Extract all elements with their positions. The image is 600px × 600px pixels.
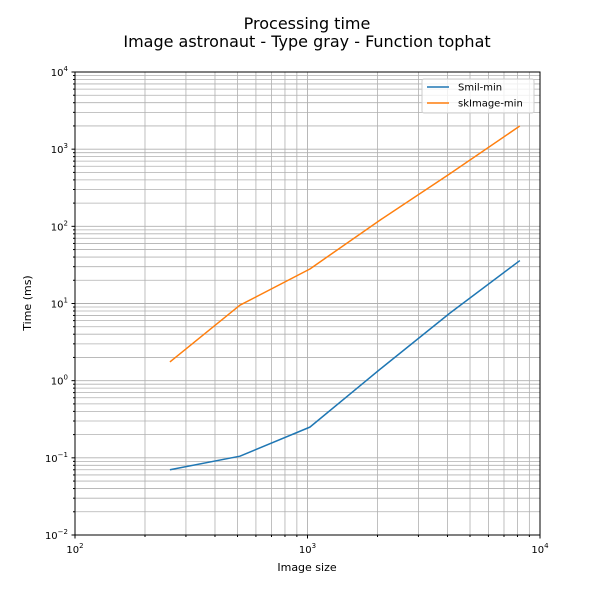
grid bbox=[74, 71, 541, 536]
chart-title: Processing time bbox=[244, 14, 371, 33]
x-tick-label: 102 bbox=[66, 542, 83, 556]
legend-box bbox=[421, 78, 535, 114]
y-tick-label: 100 bbox=[51, 374, 68, 388]
legend: Smil-min skImage-min bbox=[421, 78, 535, 114]
y-tick-label: 102 bbox=[51, 219, 68, 233]
y-tick-label: 104 bbox=[51, 65, 69, 79]
y-tick-label: 10−1 bbox=[45, 451, 68, 465]
series-lines bbox=[169, 125, 521, 471]
y-axis-label: Time (ms) bbox=[21, 275, 34, 331]
y-tick-label: 101 bbox=[51, 297, 68, 311]
x-axis-label: Image size bbox=[277, 561, 337, 574]
x-tick-label: 104 bbox=[531, 542, 549, 556]
x-tick-label: 103 bbox=[299, 542, 316, 556]
y-tick-label: 10−2 bbox=[45, 528, 68, 542]
series-line-1 bbox=[169, 259, 521, 471]
chart-subtitle: Image astronaut - Type gray - Function t… bbox=[123, 32, 490, 51]
axis-ticks: 102 103 104 10−2 10−1 100 101 102 103 104 bbox=[45, 65, 549, 556]
legend-label-1: Smil-min bbox=[458, 83, 502, 94]
y-tick-label: 103 bbox=[51, 142, 68, 156]
legend-label-2: skImage-min bbox=[458, 99, 523, 110]
series-line-2 bbox=[169, 125, 521, 363]
